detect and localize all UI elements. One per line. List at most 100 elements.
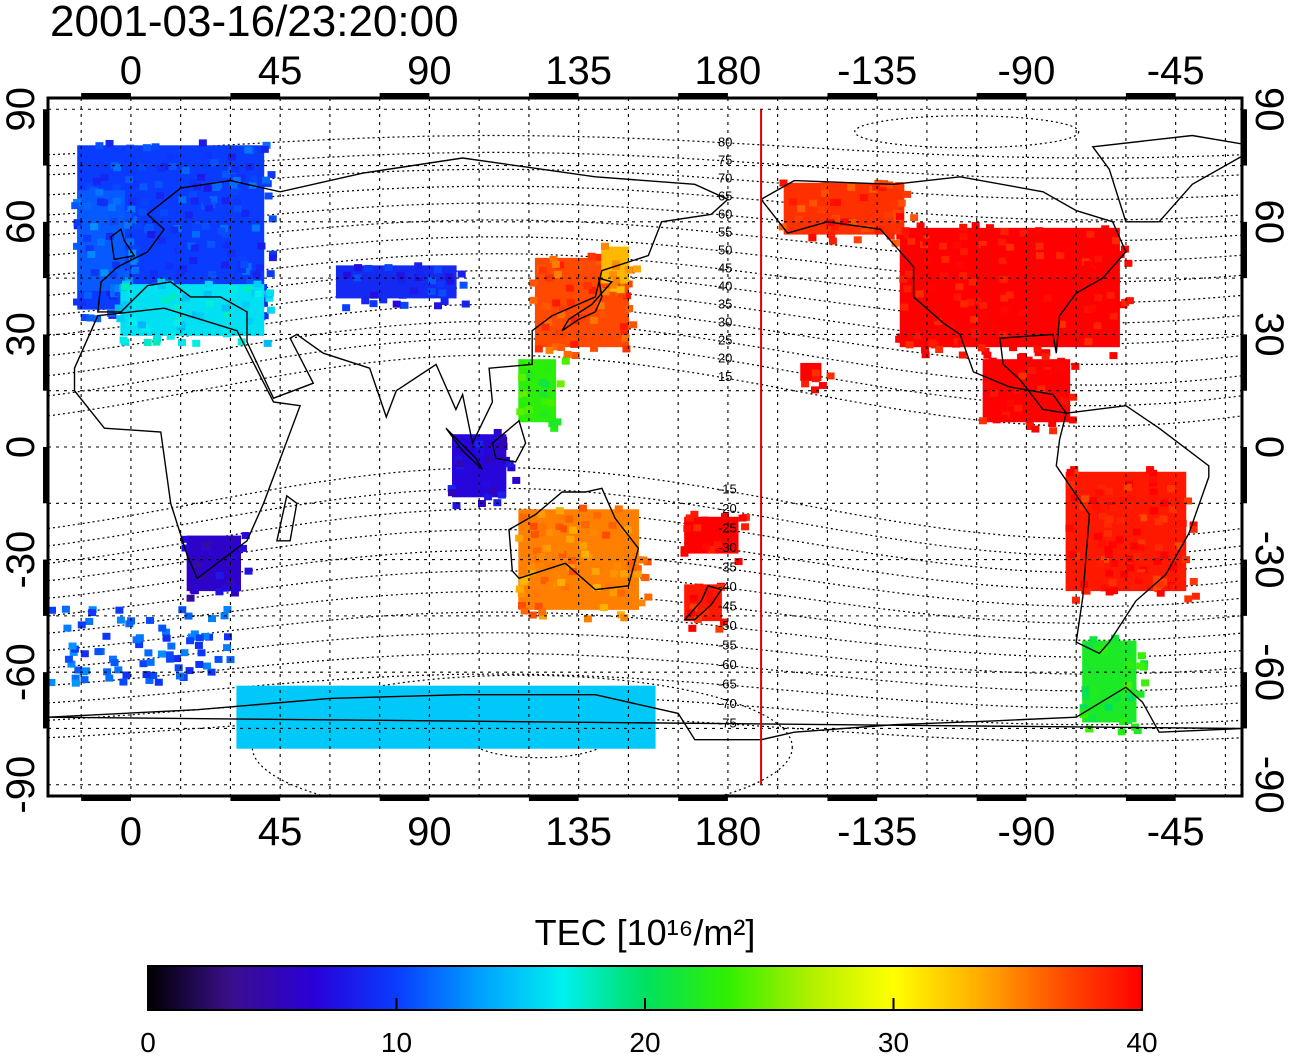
tec-pixel xyxy=(890,200,899,208)
coastline xyxy=(760,176,1127,415)
tec-pixel xyxy=(1005,291,1014,299)
tec-pixel xyxy=(1170,583,1179,591)
tec-pixel xyxy=(968,278,977,286)
tec-pixel xyxy=(221,197,230,205)
tec-pixel xyxy=(237,266,246,274)
tec-pixel xyxy=(1000,288,1009,296)
tec-pixel xyxy=(515,585,524,593)
tec-pixel xyxy=(105,139,114,147)
tec-pixel xyxy=(342,304,351,312)
tec-pixel xyxy=(245,317,254,325)
tec-pixel xyxy=(485,456,494,464)
tec-pixel xyxy=(124,221,133,229)
left-latitude-tick-label: -60 xyxy=(0,643,43,701)
tec-pixel xyxy=(970,316,979,324)
tec-pixel xyxy=(255,264,264,272)
tec-pixel xyxy=(234,198,243,206)
tec-pixel xyxy=(591,567,600,575)
tec-pixel xyxy=(241,301,250,309)
tec-pixel xyxy=(1136,544,1145,552)
tec-pixel xyxy=(72,298,81,306)
coastline xyxy=(48,686,1242,741)
tec-pixel xyxy=(978,240,987,248)
tec-pixel xyxy=(459,281,468,289)
tec-pixel xyxy=(202,662,211,670)
tec-pixel xyxy=(214,655,223,663)
tec-pixel xyxy=(891,239,900,247)
tec-pixel xyxy=(625,305,634,313)
left-latitude-tick-label: 30 xyxy=(0,312,43,357)
bottom-tick-bar xyxy=(230,796,281,801)
tec-pixel xyxy=(1086,230,1095,238)
magnetic-contour-line xyxy=(48,337,1242,407)
right-tick-bar xyxy=(1242,334,1247,391)
tec-pixel xyxy=(1092,241,1101,249)
tec-pixel xyxy=(538,378,547,386)
tec-pixel xyxy=(174,664,183,672)
tec-pixel xyxy=(232,176,241,184)
tec-pixel xyxy=(71,679,80,687)
tec-patch-north-america xyxy=(895,222,1134,361)
tec-pixel xyxy=(223,644,232,652)
tec-pixel xyxy=(939,242,948,250)
tec-pixel xyxy=(905,341,914,349)
tec-pixel xyxy=(83,234,92,242)
tec-pixel xyxy=(977,344,986,352)
tec-pixel xyxy=(266,289,275,297)
tec-pixel xyxy=(71,202,80,210)
tec-pixel xyxy=(570,316,579,324)
tec-pixel xyxy=(1082,692,1091,700)
tec-pixel xyxy=(428,277,437,285)
tec-pixel xyxy=(920,313,929,321)
tec-pixel xyxy=(1082,663,1091,671)
tec-pixel xyxy=(848,219,857,227)
tec-pixel xyxy=(534,345,543,353)
tec-pixel xyxy=(189,179,198,187)
tec-pixel xyxy=(546,562,555,570)
tec-pixel xyxy=(1036,394,1045,402)
magnetic-contour-line xyxy=(48,714,1242,743)
tec-pixel xyxy=(995,371,1004,379)
tec-pixel xyxy=(263,339,272,347)
top-longitude-tick-label: 135 xyxy=(545,49,612,93)
tec-pixel xyxy=(354,264,363,272)
tec-pixel xyxy=(208,270,217,278)
tec-pixel xyxy=(1093,322,1102,330)
tec-pixel xyxy=(143,226,152,234)
tec-pixel xyxy=(1112,694,1121,702)
tec-patch-central-asia xyxy=(335,262,470,312)
tec-pixel xyxy=(112,197,121,205)
tec-pixel xyxy=(970,328,979,336)
tec-pixel xyxy=(175,672,184,680)
tec-pixel xyxy=(438,289,447,297)
tec-pixel xyxy=(131,180,140,188)
tec-pixel xyxy=(1000,228,1009,236)
tec-pixel xyxy=(85,617,94,625)
tec-pixel xyxy=(455,460,464,468)
tec-pixel xyxy=(77,299,86,307)
tec-pixel xyxy=(103,668,112,676)
tec-pixel xyxy=(1137,652,1146,660)
tec-pixel xyxy=(1189,521,1198,529)
tec-pixel xyxy=(195,634,204,642)
tec-pixel xyxy=(910,214,919,222)
tec-pixel xyxy=(821,182,830,190)
tec-pixel xyxy=(166,655,175,663)
tec-pixel xyxy=(147,231,156,239)
tec-pixel xyxy=(228,291,237,299)
tec-pixel xyxy=(534,602,543,610)
tec-pixel xyxy=(184,612,193,620)
tec-pixel xyxy=(128,257,137,265)
tec-pixel xyxy=(1101,225,1110,233)
tec-pixel xyxy=(801,380,810,388)
tec-pixel xyxy=(168,293,177,301)
tec-pixel xyxy=(203,151,212,159)
tec-pixel xyxy=(1008,299,1017,307)
tec-pixel xyxy=(231,584,240,592)
tec-pixel xyxy=(1066,481,1075,489)
tec-pixel xyxy=(499,436,508,444)
tec-pixel xyxy=(1092,503,1101,511)
tec-pixel xyxy=(364,264,373,272)
magnetic-latitude-label: -40 xyxy=(718,579,737,594)
magnetic-latitude-label: 15 xyxy=(718,369,732,384)
